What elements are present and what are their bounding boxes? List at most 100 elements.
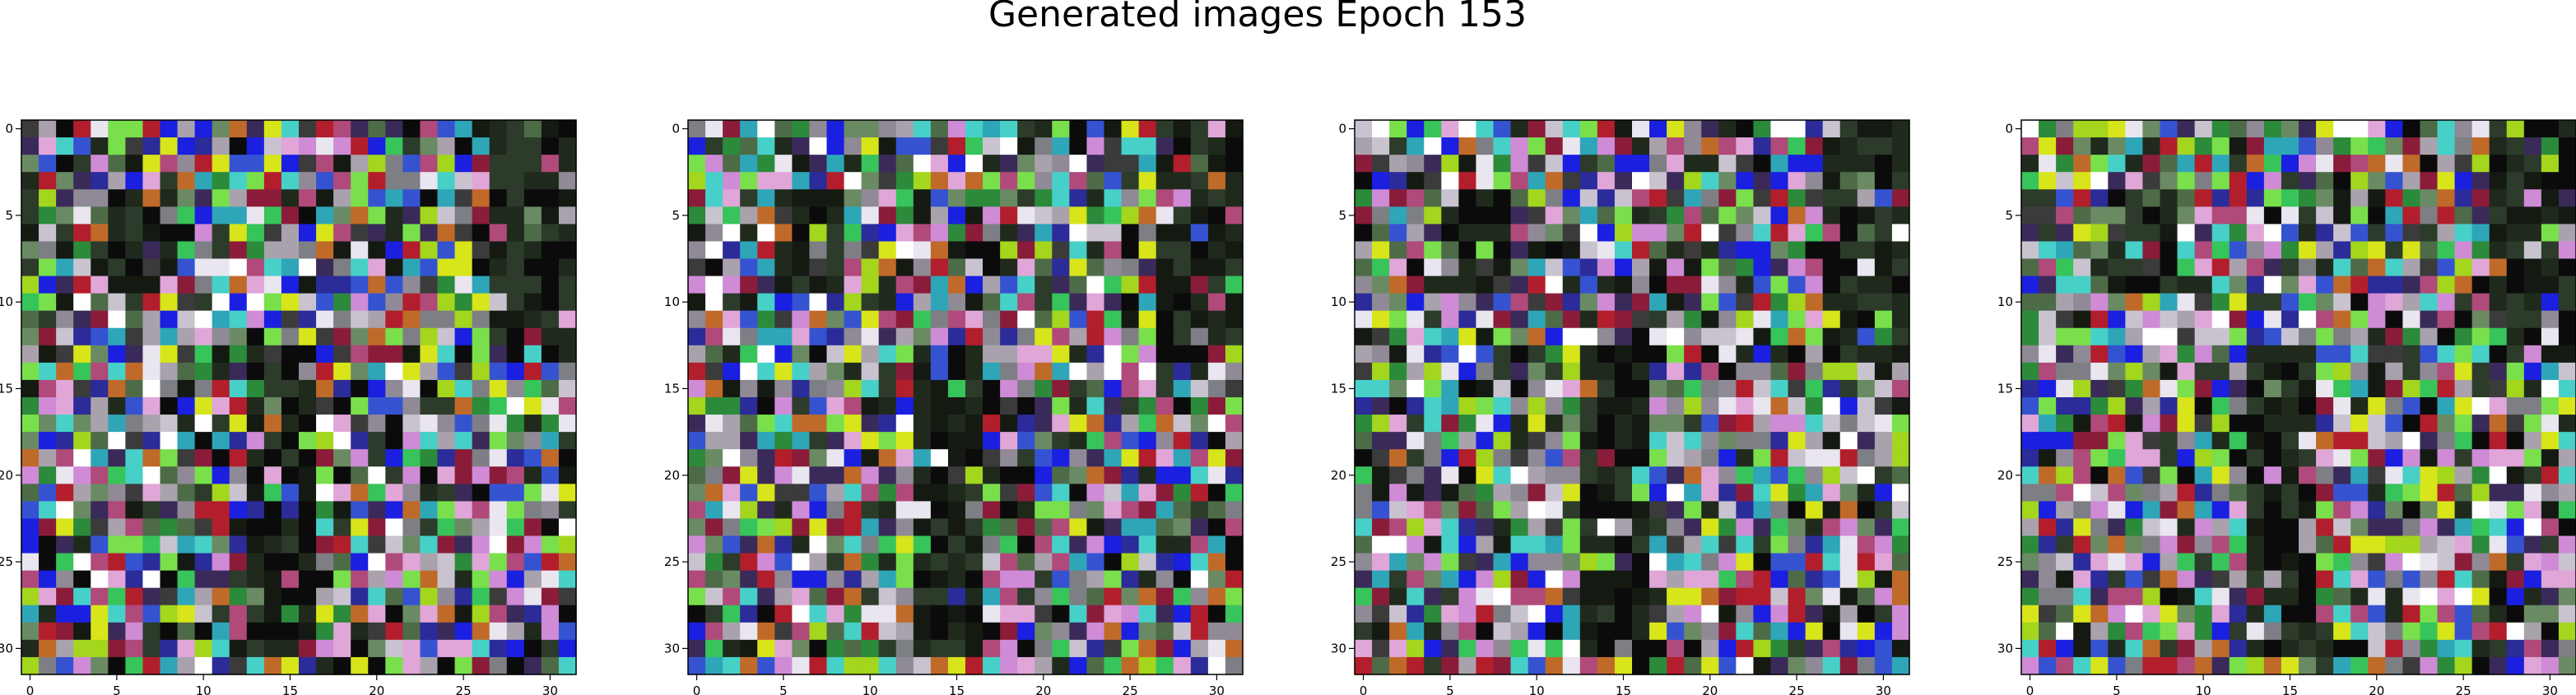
pixel-cell xyxy=(420,327,439,346)
pixel-cell xyxy=(2021,449,2039,467)
pixel-cell xyxy=(1857,379,1876,398)
pixel-cell xyxy=(160,518,179,537)
pixel-cell xyxy=(2299,449,2317,467)
pixel-cell xyxy=(2385,535,2403,554)
pixel-cell xyxy=(2108,415,2126,433)
pixel-cell xyxy=(1458,276,1477,294)
pixel-cell xyxy=(177,379,196,398)
pixel-cell xyxy=(21,449,40,467)
pixel-cell xyxy=(454,639,473,658)
pixel-cell xyxy=(333,535,351,554)
pixel-cell xyxy=(1753,120,1772,138)
pixel-cell xyxy=(1527,656,1546,675)
pixel-cell xyxy=(2454,172,2473,190)
pixel-cell xyxy=(1493,570,1512,589)
pixel-cell xyxy=(878,379,897,398)
pixel-cell xyxy=(2281,224,2299,243)
pixel-cell xyxy=(1441,310,1459,329)
pixel-cell xyxy=(1614,570,1633,589)
pixel-cell xyxy=(1173,362,1192,381)
pixel-cell xyxy=(1121,639,1140,658)
pixel-cell xyxy=(2506,224,2525,243)
pixel-cell xyxy=(1510,362,1529,381)
pixel-cell xyxy=(1052,327,1070,346)
pixel-cell xyxy=(2541,415,2560,433)
pixel-cell xyxy=(472,224,491,243)
pixel-cell xyxy=(809,484,828,502)
pixel-cell xyxy=(1207,189,1226,207)
pixel-cell xyxy=(809,155,828,173)
pixel-cell xyxy=(2229,241,2248,260)
pixel-cell xyxy=(333,466,351,484)
pixel-cell xyxy=(2073,518,2091,537)
pixel-cell xyxy=(1649,362,1667,381)
pixel-cell xyxy=(1632,345,1650,364)
pixel-cell xyxy=(489,137,508,155)
pixel-cell xyxy=(142,622,161,641)
pixel-cell xyxy=(1372,276,1390,294)
pixel-cell xyxy=(212,362,230,381)
pixel-cell xyxy=(2333,155,2351,173)
pixel-cell xyxy=(1701,466,1719,484)
pixel-cell xyxy=(1770,415,1789,433)
pixel-cell xyxy=(2229,120,2248,138)
pixel-cell xyxy=(1527,466,1546,484)
pixel-cell xyxy=(1372,258,1390,277)
pixel-cell xyxy=(2350,258,2369,277)
pixel-cell xyxy=(878,293,897,312)
pixel-cell xyxy=(1510,155,1529,173)
pixel-cell xyxy=(2471,484,2490,502)
pixel-cell xyxy=(1562,241,1581,260)
pixel-cell xyxy=(1493,258,1512,277)
pixel-cell xyxy=(2142,120,2161,138)
pixel-cell xyxy=(965,120,983,138)
pixel-cell xyxy=(2090,501,2109,520)
pixel-cell xyxy=(1173,466,1192,484)
pixel-cell xyxy=(2437,362,2456,381)
pixel-cell xyxy=(541,327,560,346)
pixel-cell xyxy=(2194,501,2213,520)
pixel-cell xyxy=(420,518,439,537)
pixel-cell xyxy=(2090,605,2109,623)
pixel-cell xyxy=(792,172,811,190)
pixel-cell xyxy=(420,570,439,589)
pixel-cell xyxy=(1527,501,1546,520)
pixel-cell xyxy=(740,415,758,433)
pixel-cell xyxy=(844,570,863,589)
pixel-cell xyxy=(1891,276,1910,294)
pixel-cell xyxy=(844,415,863,433)
pixel-cell xyxy=(1822,155,1841,173)
pixel-cell xyxy=(1441,518,1459,537)
pixel-cell xyxy=(229,553,248,572)
pixel-cell xyxy=(229,258,248,277)
pixel-cell xyxy=(2229,535,2248,554)
pixel-cell xyxy=(229,293,248,312)
pixel-cell xyxy=(1441,570,1459,589)
pixel-cell xyxy=(2160,397,2178,415)
pixel-cell xyxy=(2471,172,2490,190)
pixel-cell xyxy=(2229,137,2248,155)
pixel-cell xyxy=(2073,587,2091,606)
pixel-cell xyxy=(1788,327,1806,346)
pixel-cell xyxy=(2021,362,2039,381)
pixel-cell xyxy=(723,432,741,450)
pixel-cell xyxy=(316,224,334,243)
pixel-cell xyxy=(541,397,560,415)
pixel-cell xyxy=(1891,484,1910,502)
pixel-cell xyxy=(2420,415,2439,433)
pixel-cell xyxy=(1545,501,1564,520)
pixel-cell xyxy=(385,258,403,277)
pixel-cell xyxy=(1086,276,1105,294)
pixel-cell xyxy=(1632,501,1650,520)
pixel-cell xyxy=(1684,379,1702,398)
pixel-cell xyxy=(454,189,473,207)
pixel-cell xyxy=(1614,587,1633,606)
pixel-cell xyxy=(792,432,811,450)
pixel-cell xyxy=(2333,466,2351,484)
pixel-cell xyxy=(2090,172,2109,190)
pixel-cell xyxy=(2316,362,2334,381)
pixel-cell xyxy=(1052,189,1070,207)
pixel-cell xyxy=(1667,293,1685,312)
pixel-cell xyxy=(688,553,706,572)
pixel-cell xyxy=(895,570,914,589)
